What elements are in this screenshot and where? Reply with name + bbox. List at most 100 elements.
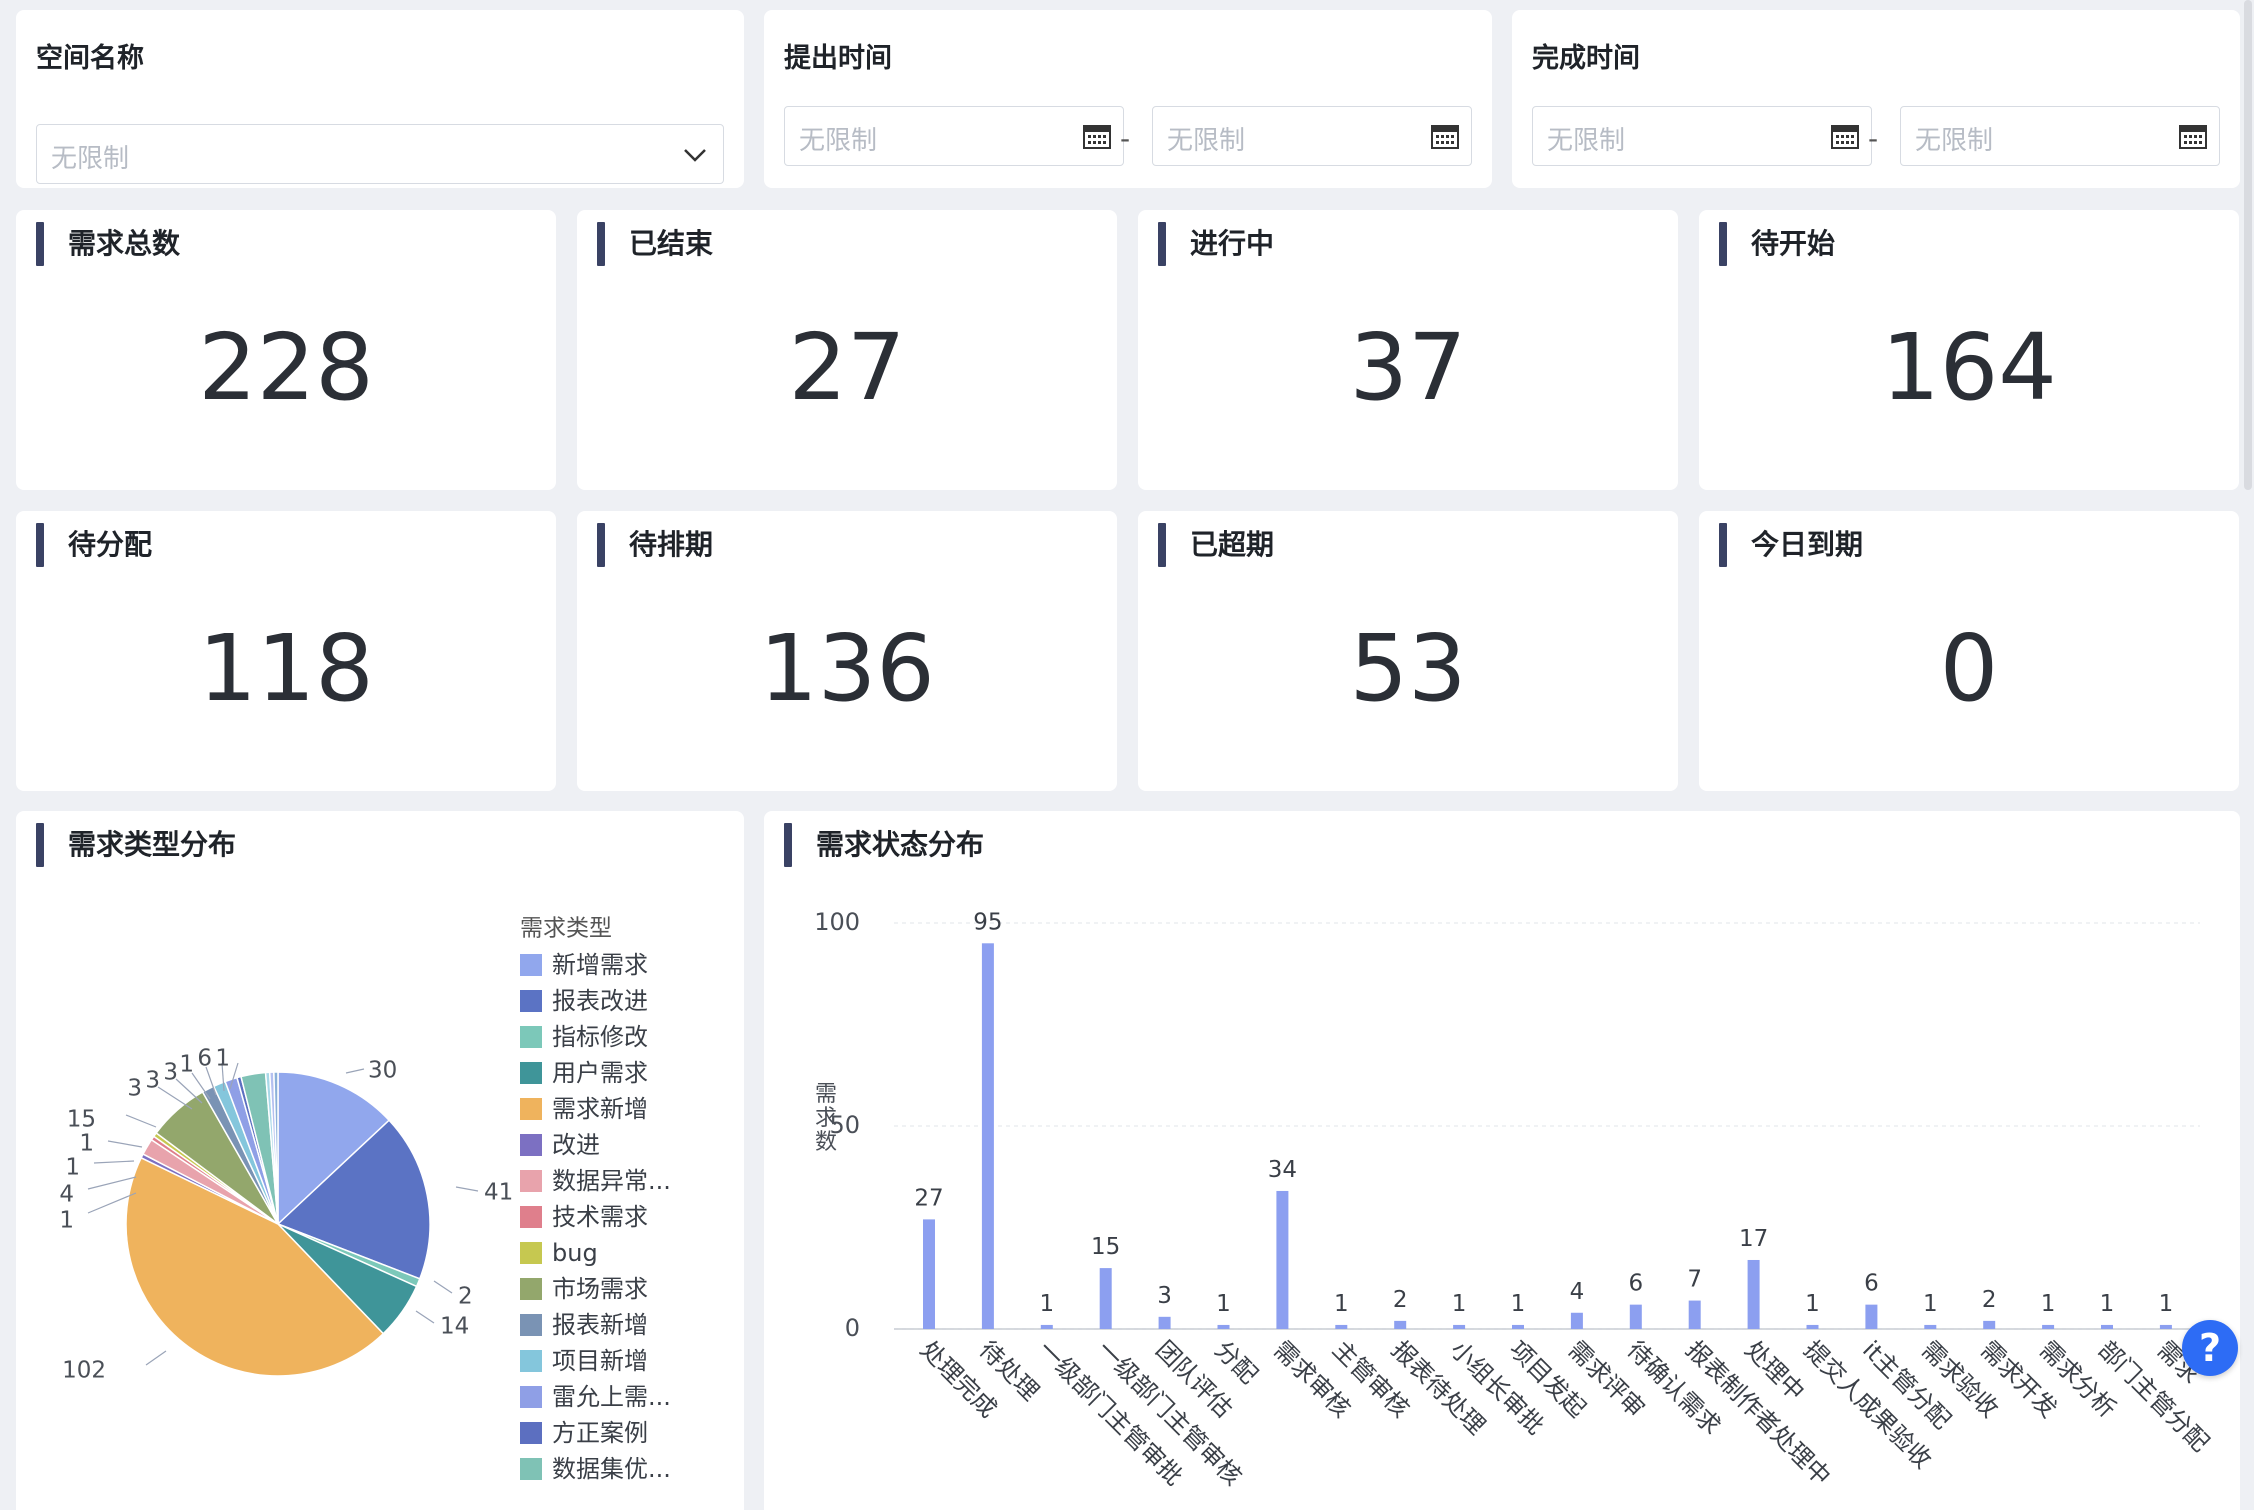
pie-legend-swatch — [520, 1098, 542, 1120]
bar[interactable] — [1394, 1320, 1407, 1329]
pie-legend-item[interactable]: 市场需求 — [520, 1275, 648, 1303]
stat-card-finished: 已结束 27 — [577, 210, 1117, 490]
stat-card-to-start: 待开始 164 — [1699, 210, 2239, 490]
pie-value-label: 102 — [62, 1358, 106, 1384]
pie-legend-item[interactable]: 用户需求 — [520, 1059, 648, 1087]
chevron-down-icon — [684, 149, 706, 162]
stat-label-text: 待排期 — [629, 528, 714, 561]
pie-leader-line — [191, 1072, 211, 1100]
pie-legend-item[interactable]: 数据异常... — [520, 1167, 671, 1195]
pie-slice[interactable] — [276, 1119, 431, 1280]
pie-legend-item[interactable]: 报表新增 — [520, 1311, 648, 1339]
bar-data-label: 1 — [2100, 1291, 2115, 1317]
help-button[interactable]: ? — [2182, 1320, 2238, 1376]
bar[interactable] — [1865, 1304, 1878, 1329]
page-scrollbar[interactable] — [2244, 0, 2252, 490]
bar[interactable] — [2042, 1324, 2055, 1329]
pie-legend-item[interactable]: 报表改进 — [520, 987, 648, 1015]
pie-legend-item[interactable]: bug — [520, 1239, 598, 1267]
stat-value: 228 — [198, 314, 374, 421]
calendar-icon — [1431, 125, 1459, 149]
pie-legend-label: 用户需求 — [552, 1059, 648, 1087]
submit-time-start-input[interactable]: 无限制 — [784, 106, 1124, 166]
pie-legend-item[interactable]: 改进 — [520, 1131, 600, 1159]
complete-time-start-placeholder: 无限制 — [1547, 126, 1626, 156]
y-tick-label: 0 — [845, 1314, 860, 1342]
bar-data-label: 6 — [1864, 1271, 1879, 1297]
complete-time-end-input[interactable]: 无限制 — [1900, 106, 2220, 166]
pie-card-title-text: 需求类型分布 — [68, 828, 237, 861]
bar[interactable] — [1747, 1259, 1760, 1329]
stat-label-text: 进行中 — [1190, 227, 1275, 260]
pie-value-label: 1 — [59, 1208, 74, 1234]
pie-value-label: 14 — [440, 1314, 469, 1340]
title-bar-icon — [36, 222, 44, 266]
x-tick-label: 分配 — [1209, 1335, 1263, 1389]
pie-legend-swatch — [520, 990, 542, 1012]
pie-value-label: 15 — [67, 1107, 96, 1133]
bar[interactable] — [1983, 1320, 1996, 1329]
bar[interactable] — [1924, 1324, 1937, 1329]
pie-value-label: 4 — [59, 1182, 74, 1208]
complete-time-separator: - — [1868, 122, 1879, 155]
pie-legend-item[interactable]: 方正案例 — [520, 1419, 648, 1447]
pie-legend-item[interactable]: 技术需求 — [520, 1203, 648, 1231]
pie-value-label: 3 — [163, 1060, 178, 1086]
bar-data-label: 3 — [1157, 1283, 1172, 1309]
bar[interactable] — [923, 1219, 935, 1329]
bar-data-label: 4 — [1570, 1279, 1585, 1305]
stat-card-in-progress: 进行中 37 — [1138, 210, 1678, 490]
complete-time-filter-card: 完成时间 无限制 - 无限制 — [1512, 10, 2240, 188]
stat-label-text: 需求总数 — [68, 227, 181, 260]
pie-legend-item[interactable]: 项目新增 — [520, 1347, 648, 1375]
pie-legend-label: 需求新增 — [552, 1095, 648, 1123]
bar[interactable] — [2101, 1324, 2113, 1329]
bar[interactable] — [1158, 1316, 1171, 1329]
bar[interactable] — [1276, 1190, 1289, 1329]
title-bar-icon — [597, 523, 605, 567]
pie-value-label: 1 — [215, 1046, 230, 1072]
pie-leader-line — [107, 1140, 143, 1148]
submit-time-end-input[interactable]: 无限制 — [1152, 106, 1472, 166]
pie-leader-line — [93, 1160, 135, 1164]
bar[interactable] — [1217, 1324, 1230, 1329]
title-bar-icon — [784, 823, 792, 867]
calendar-icon — [1831, 125, 1859, 149]
pie-legend-label: 项目新增 — [552, 1347, 648, 1375]
bar-data-label: 1 — [1805, 1291, 1820, 1317]
bar[interactable] — [1335, 1324, 1348, 1329]
space-select[interactable]: 无限制 — [36, 124, 724, 184]
pie-legend-item[interactable]: 新增需求 — [520, 951, 648, 979]
pie-legend-item[interactable]: 数据集优... — [520, 1455, 671, 1483]
pie-legend-item[interactable]: 指标修改 — [520, 1023, 648, 1051]
bar[interactable] — [1570, 1312, 1583, 1329]
pie-legend-item[interactable]: 雷允上需... — [520, 1383, 671, 1411]
complete-time-start-input[interactable]: 无限制 — [1532, 106, 1872, 166]
bar[interactable] — [1099, 1268, 1112, 1329]
title-bar-icon — [1719, 523, 1727, 567]
bar[interactable] — [1629, 1304, 1642, 1329]
bar[interactable] — [1040, 1324, 1053, 1329]
stat-value: 27 — [788, 314, 906, 421]
pie-slice[interactable] — [125, 1156, 385, 1377]
pie-slice[interactable] — [273, 1071, 279, 1225]
pie-legend-item[interactable]: 需求新增 — [520, 1095, 648, 1123]
bar[interactable] — [1512, 1324, 1524, 1329]
stat-card-due-today: 今日到期 0 — [1699, 511, 2239, 791]
status-distribution-card: 需求状态分布 0 50 100 需求数 27 处理完成 95 待处理 1 一级部门主管审批 15 一级… — [764, 811, 2240, 1510]
bar-data-label: 1 — [1334, 1291, 1349, 1317]
stat-value: 136 — [759, 615, 935, 722]
stat-value: 37 — [1349, 314, 1467, 421]
pie-legend-swatch — [520, 1314, 542, 1336]
bar[interactable] — [1453, 1324, 1466, 1329]
bar[interactable] — [1806, 1324, 1819, 1329]
pie-legend-label: 方正案例 — [552, 1419, 648, 1447]
title-bar-icon — [36, 523, 44, 567]
pie-legend-label: 数据集优... — [552, 1455, 671, 1483]
bar[interactable] — [1688, 1300, 1701, 1329]
space-filter-label: 空间名称 — [36, 43, 144, 74]
pie-value-label: 6 — [197, 1046, 212, 1072]
bar[interactable] — [981, 943, 994, 1329]
pie-slice[interactable] — [277, 1071, 391, 1226]
bar[interactable] — [2159, 1324, 2172, 1329]
